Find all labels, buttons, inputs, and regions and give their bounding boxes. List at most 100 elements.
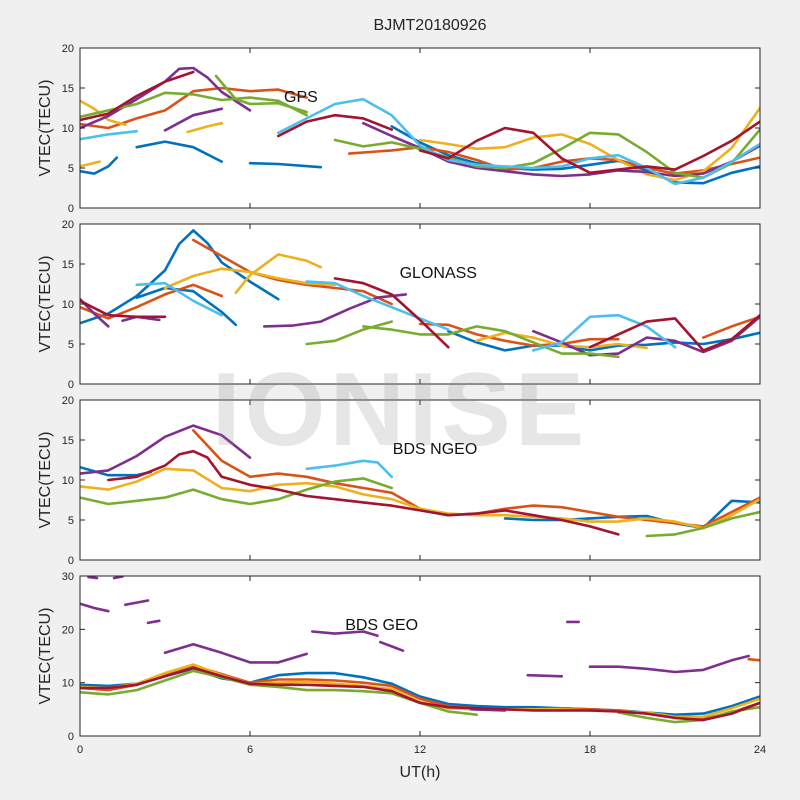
- series-line: [80, 66, 252, 130]
- series-line: [214, 74, 308, 114]
- series-line: [163, 107, 223, 132]
- series-line: [87, 576, 99, 580]
- series-line: [112, 576, 124, 580]
- series-line: [80, 160, 102, 168]
- y-axis-label: VTEC(TECU): [37, 608, 54, 705]
- x-tick-label: 12: [414, 744, 426, 756]
- subplot-panels: 0 5 10 15 20 VTEC(TECU) GPS 0 5 10 15 20 VTEC(TECU) G…: [37, 43, 766, 756]
- series-line: [135, 140, 223, 163]
- y-tick-label: 15: [62, 83, 74, 95]
- series-line: [107, 449, 620, 536]
- series-line: [588, 313, 760, 352]
- y-tick-label: 10: [62, 475, 74, 487]
- series-line: [333, 128, 760, 179]
- series-line: [80, 602, 110, 613]
- y-tick-label: 0: [68, 555, 74, 567]
- y-tick-label: 30: [62, 571, 74, 583]
- series-group: [80, 229, 760, 359]
- y-tick-label: 20: [62, 219, 74, 231]
- series-line: [234, 253, 323, 295]
- series-line: [124, 599, 150, 607]
- series-line: [163, 643, 308, 664]
- y-axis-label: VTEC(TECU): [37, 432, 54, 529]
- series-line: [305, 459, 393, 479]
- panel-3: 0 5 10 15 20 VTEC(TECU) BDS NGEO: [37, 395, 761, 567]
- series-line: [80, 424, 252, 475]
- panel-1: 0 5 10 15 20 VTEC(TECU) GPS: [37, 43, 761, 215]
- panel-4: 0 10 20 30 0 6 12 18 24 VTEC(TECU) BDS GEO: [37, 571, 766, 756]
- series-line: [347, 145, 760, 175]
- series-line: [80, 229, 280, 325]
- x-tick-label: 18: [584, 744, 596, 756]
- series-line: [305, 320, 393, 346]
- series-line: [418, 322, 620, 347]
- x-tick-label: 0: [77, 744, 83, 756]
- series-group: [80, 424, 760, 538]
- series-line: [311, 630, 379, 637]
- series-line: [475, 331, 648, 350]
- series-line: [80, 156, 119, 175]
- y-tick-label: 10: [62, 299, 74, 311]
- series-line: [526, 673, 563, 678]
- series-line: [146, 619, 161, 625]
- y-tick-label: 0: [68, 379, 74, 391]
- series-line: [163, 267, 337, 290]
- y-tick-label: 0: [68, 731, 74, 743]
- series-group: [80, 576, 760, 724]
- y-axis-label: VTEC(TECU): [37, 256, 54, 353]
- series-line: [747, 657, 760, 662]
- y-tick-label: 0: [68, 203, 74, 215]
- plot-area-2: [80, 224, 760, 384]
- series-line: [532, 313, 677, 352]
- series-line: [702, 315, 760, 339]
- series-line: [80, 70, 195, 122]
- series-line: [277, 97, 760, 186]
- y-tick-label: 5: [68, 515, 74, 527]
- plot-area-4: [80, 576, 760, 736]
- series-line: [80, 467, 760, 530]
- series-line: [503, 499, 760, 530]
- series-line: [379, 640, 405, 652]
- figure-title: BJMT20180926: [374, 17, 487, 34]
- series-line: [80, 86, 308, 130]
- series-line: [135, 281, 223, 317]
- panel-2: 0 5 10 15 20 VTEC(TECU) GLONASS: [37, 219, 761, 391]
- series-line: [192, 238, 393, 306]
- series-line: [305, 280, 450, 331]
- y-tick-label: 15: [62, 259, 74, 271]
- series-line: [532, 315, 760, 357]
- x-tick-label: 24: [754, 744, 766, 756]
- series-line: [447, 329, 760, 352]
- y-tick-label: 20: [62, 624, 74, 636]
- series-line: [418, 106, 760, 182]
- series-line: [186, 121, 223, 134]
- series-group: [80, 66, 760, 186]
- y-tick-label: 5: [68, 339, 74, 351]
- y-tick-label: 20: [62, 395, 74, 407]
- series-line: [80, 283, 223, 320]
- y-tick-label: 10: [62, 678, 74, 690]
- panel-label: GLONASS: [400, 265, 477, 282]
- series-line: [80, 299, 167, 319]
- series-line: [277, 113, 393, 138]
- series-line: [80, 129, 138, 141]
- series-line: [248, 161, 323, 169]
- x-tick-label: 6: [247, 744, 253, 756]
- series-line: [333, 277, 450, 349]
- y-axis-label: VTEC(TECU): [37, 80, 54, 177]
- series-line: [362, 325, 620, 359]
- y-tick-label: 20: [62, 43, 74, 55]
- series-line: [80, 477, 393, 506]
- y-tick-label: 10: [62, 123, 74, 135]
- series-line: [645, 510, 760, 538]
- x-axis-label: UT(h): [400, 764, 441, 781]
- series-line: [262, 293, 408, 328]
- series-line: [80, 666, 760, 722]
- y-tick-label: 15: [62, 435, 74, 447]
- series-line: [418, 120, 760, 175]
- y-tick-label: 5: [68, 163, 74, 175]
- plot-area-1: [80, 48, 760, 208]
- series-line: [135, 286, 238, 327]
- panel-label: BDS NGEO: [393, 441, 477, 458]
